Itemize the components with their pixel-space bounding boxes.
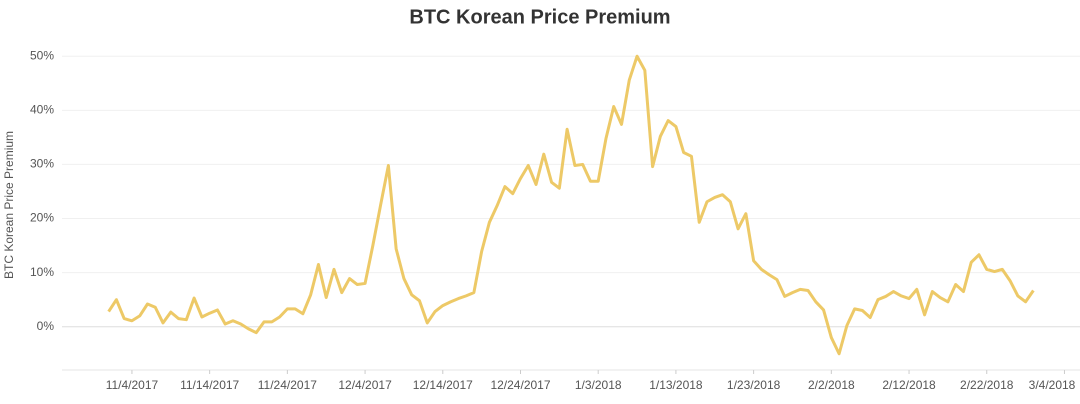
x-tick-label: 12/14/2017 (413, 378, 473, 392)
line-series (107, 54, 1035, 356)
x-tick-label: 1/13/2018 (649, 378, 703, 392)
chart-title: BTC Korean Price Premium (409, 6, 670, 28)
y-tick-label: 0% (37, 319, 55, 333)
x-tick-label: 2/2/2018 (808, 378, 855, 392)
x-tick-label: 12/24/2017 (490, 378, 550, 392)
x-tick-label: 3/4/2018 (1029, 378, 1076, 392)
x-tick-label: 11/24/2017 (258, 378, 317, 392)
y-tick-label: 30% (30, 157, 54, 171)
x-tick-label: 11/14/2017 (180, 378, 239, 392)
x-tick-label: 1/3/2018 (575, 378, 622, 392)
y-tick-label: 10% (30, 265, 54, 279)
y-axis-label: BTC Korean Price Premium (2, 131, 16, 279)
y-tick-label: 40% (30, 102, 54, 116)
y-tick-label: 50% (30, 48, 54, 62)
y-tick-label: 20% (30, 211, 54, 225)
x-tick-label: 12/4/2017 (338, 378, 392, 392)
x-tick-label: 1/23/2018 (727, 378, 781, 392)
x-tick-label: 11/4/2017 (106, 378, 159, 392)
x-tick-label: 2/22/2018 (960, 378, 1014, 392)
x-tick-label: 2/12/2018 (882, 378, 936, 392)
